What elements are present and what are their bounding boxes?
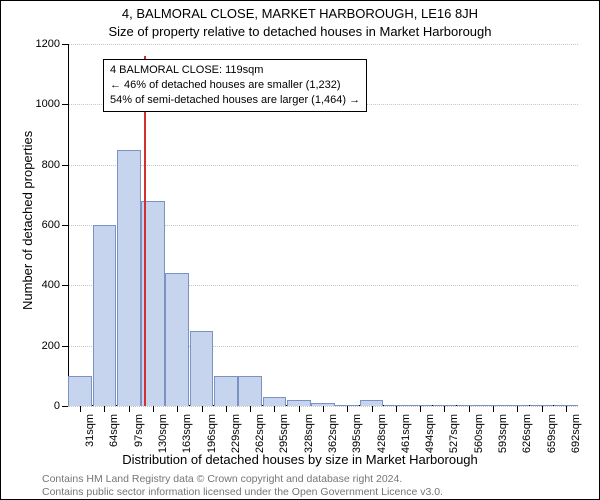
x-tick-label: 461sqm [400,414,412,453]
attribution-line-2: Contains public sector information licen… [42,485,443,499]
x-tick [469,406,470,412]
x-tick [566,406,567,412]
x-tick-label: 295sqm [278,414,290,453]
x-tick [396,406,397,412]
x-tick-label: 163sqm [181,414,193,453]
x-tick-label: 196sqm [206,414,218,453]
annotation-box: 4 BALMORAL CLOSE: 119sqm← 46% of detache… [103,59,367,112]
x-tick-label: 626sqm [521,414,533,453]
x-tick [444,406,445,412]
x-tick [299,406,300,412]
x-tick [80,406,81,412]
x-tick-label: 262sqm [254,414,266,453]
x-tick [274,406,275,412]
x-tick-label: 428sqm [376,414,388,453]
histogram-bar [238,376,262,406]
y-tick-label: 1200 [36,38,60,50]
y-tick-label: 200 [42,340,60,352]
annotation-line: ← 46% of detached houses are smaller (1,… [110,78,360,93]
x-tick [517,406,518,412]
histogram-bar [263,397,287,406]
x-tick [347,406,348,412]
x-axis-title: Distribution of detached houses by size … [0,452,600,467]
y-tick-label: 400 [42,279,60,291]
x-tick [420,406,421,412]
annotation-line: 4 BALMORAL CLOSE: 119sqm [110,63,360,78]
plot-area: 02004006008001000120031sqm64sqm97sqm130s… [68,44,578,406]
x-tick-label: 494sqm [424,414,436,453]
x-tick-label: 64sqm [108,414,120,447]
x-tick [372,406,373,412]
histogram-bar [68,376,92,406]
x-tick [153,406,154,412]
x-tick [104,406,105,412]
x-tick [493,406,494,412]
y-axis-title: Number of detached properties [20,131,35,310]
x-tick-label: 229sqm [230,414,242,453]
y-tick [62,406,68,407]
x-tick-label: 97sqm [133,414,145,447]
y-tick-label: 0 [54,400,60,412]
histogram-bar [165,273,189,406]
chart-title-subtitle: Size of property relative to detached ho… [0,24,600,39]
x-tick-label: 560sqm [473,414,485,453]
x-tick-label: 362sqm [327,414,339,453]
grid-line [68,44,578,45]
x-tick-label: 593sqm [497,414,509,453]
x-tick-label: 659sqm [546,414,558,453]
annotation-line: 54% of semi-detached houses are larger (… [110,93,360,108]
x-tick [323,406,324,412]
y-tick-label: 1000 [36,98,60,110]
histogram-bar [93,225,117,406]
histogram-bar [190,331,214,406]
histogram-bar [117,150,141,406]
x-tick [177,406,178,412]
x-tick [250,406,251,412]
x-tick [202,406,203,412]
y-tick-label: 600 [42,219,60,231]
y-axis-line [68,44,69,406]
x-tick [226,406,227,412]
x-tick-label: 395sqm [351,414,363,453]
histogram-bar [214,376,238,406]
x-tick-label: 692sqm [570,414,582,453]
x-tick [129,406,130,412]
x-tick-label: 130sqm [157,414,169,453]
x-tick-label: 328sqm [303,414,315,453]
y-tick-label: 800 [42,159,60,171]
x-tick [542,406,543,412]
x-tick-label: 31sqm [84,414,96,447]
x-tick-label: 527sqm [448,414,460,453]
chart-title-address: 4, BALMORAL CLOSE, MARKET HARBOROUGH, LE… [0,6,600,21]
